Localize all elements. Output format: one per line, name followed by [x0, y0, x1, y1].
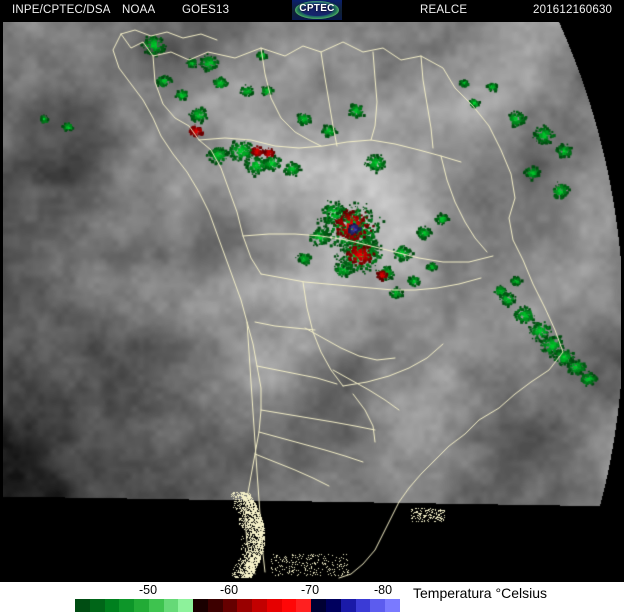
cptec-logo: CPTEC — [292, 0, 342, 20]
colorbar-swatch — [281, 599, 297, 612]
colorbar-tick-label: -70 — [300, 583, 320, 597]
header-satellite-label: GOES13 — [182, 4, 230, 16]
colorbar-swatch — [370, 599, 386, 612]
colorbar-tick-label: -60 — [219, 583, 239, 597]
colorbar-swatch — [266, 599, 282, 612]
header-bar: INPE/CPTEC/DSA NOAA GOES13 CPTEC REALCE … — [0, 0, 624, 20]
colorbar-tick-label: -80 — [373, 583, 393, 597]
colorbar-swatch — [89, 599, 105, 612]
header-product-label: REALCE — [420, 4, 468, 16]
colorbar-swatch — [355, 599, 371, 612]
colorbar-swatch — [252, 599, 267, 612]
colorbar-swatch — [75, 599, 90, 612]
colorbar-swatch — [207, 599, 223, 612]
colorbar-swatch — [148, 599, 164, 612]
colorbar-swatch — [340, 599, 356, 612]
colorbar-swatch — [104, 599, 120, 612]
satellite-image-frame — [3, 22, 621, 580]
colorbar-tick-label: -50 — [138, 583, 158, 597]
colorbar-swatch — [178, 599, 194, 612]
colorbar-swatch — [326, 599, 341, 612]
temperature-colorbar — [75, 599, 400, 612]
satellite-image-panel — [0, 20, 624, 582]
header-agency-label: NOAA — [122, 4, 156, 16]
colorbar-swatch — [134, 599, 149, 612]
colorbar-swatch — [296, 599, 312, 612]
colorbar-swatch — [163, 599, 179, 612]
header-datetime-label: 201612160630 — [533, 4, 613, 16]
colorbar-swatch — [222, 599, 238, 612]
legend-title-label: Temperatura °Celsius — [413, 585, 547, 601]
cptec-logo-label: CPTEC — [299, 3, 335, 14]
header-source-label: INPE/CPTEC/DSA — [12, 4, 111, 16]
colorbar-swatch — [193, 599, 208, 612]
legend-colorbar-area: -50 -60 -70 -80 Temperatura °Celsius — [0, 582, 624, 614]
colorbar-swatch — [311, 599, 327, 612]
cptec-logo-inner-icon — [301, 4, 333, 16]
colorbar-swatch — [119, 599, 135, 612]
colorbar-swatch — [385, 599, 400, 612]
satellite-image-canvas — [3, 22, 621, 580]
colorbar-swatch — [237, 599, 253, 612]
